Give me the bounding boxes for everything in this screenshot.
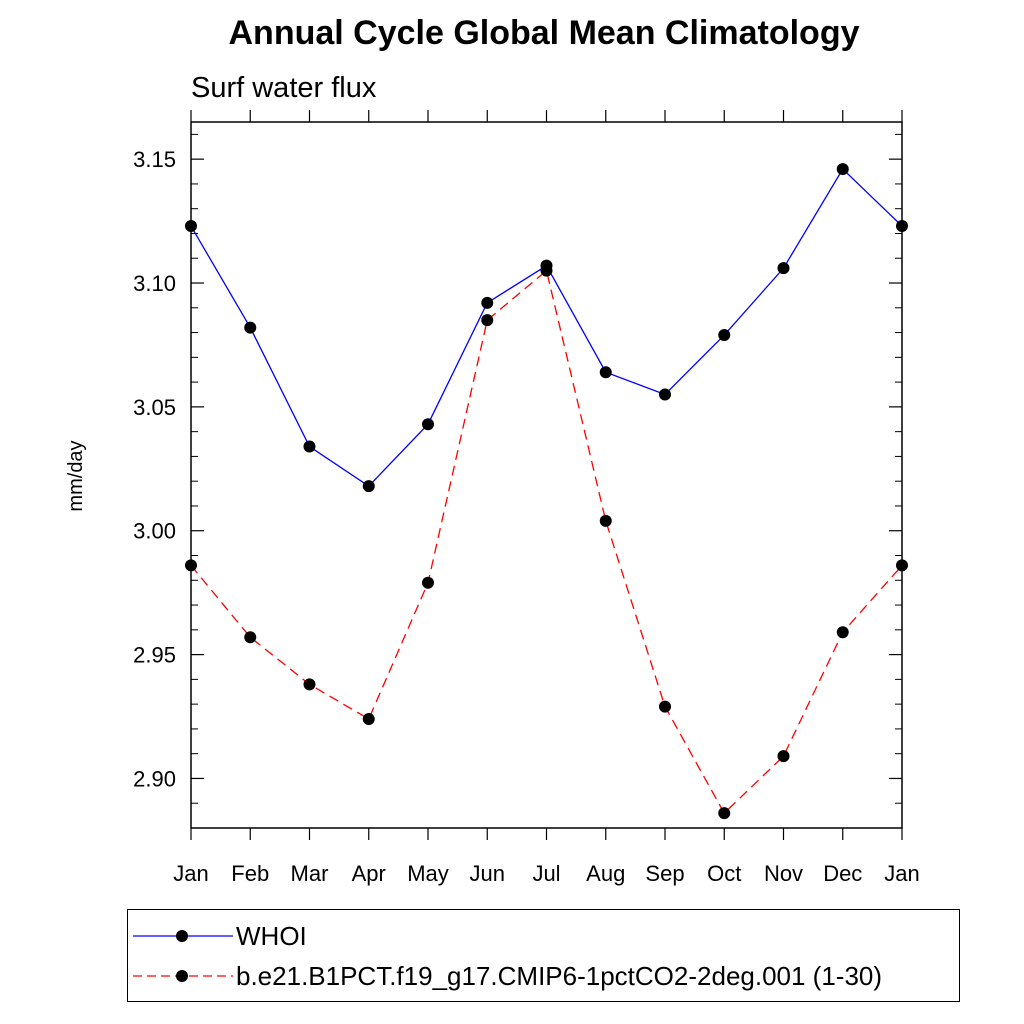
series-1-point	[481, 314, 494, 327]
series-0-point	[185, 220, 197, 233]
x-tick-label: Jan	[173, 861, 208, 886]
y-tick-label: 3.15	[133, 147, 176, 172]
series-1-point	[540, 264, 553, 277]
series-0-point	[718, 329, 731, 342]
series-1-point	[362, 713, 375, 726]
series-layer	[185, 163, 908, 820]
series-1-point	[659, 700, 671, 713]
x-tick-label: Jan	[884, 861, 919, 886]
series-0-point	[836, 163, 849, 176]
legend-item-model: b.e21.B1PCT.f19_g17.CMIP6-1pctCO2-2deg.0…	[128, 956, 959, 996]
series-1-point	[777, 750, 790, 763]
legend-swatch-whoi	[133, 930, 233, 942]
x-tick-label: May	[407, 861, 449, 886]
y-tick-label: 3.05	[133, 395, 176, 420]
series-1-point	[185, 559, 197, 572]
x-tick-label: Feb	[231, 861, 269, 886]
y-tick-label: 3.00	[133, 519, 176, 544]
series-0-point	[659, 388, 671, 401]
x-tick-label: Apr	[352, 861, 386, 886]
chart-subtitle: Surf water flux	[191, 72, 377, 104]
x-tick-label: Mar	[291, 861, 329, 886]
series-line-0	[190, 168, 903, 487]
series-1-point	[718, 807, 731, 820]
legend-item-whoi: WHOI	[128, 916, 959, 956]
x-tick-label: Jun	[470, 861, 505, 886]
x-tick-label: Dec	[823, 861, 862, 886]
legend-label-whoi: WHOI	[236, 921, 307, 951]
y-axis-label: mm/day	[65, 440, 87, 511]
legend: WHOI b.e21.B1PCT.f19_g17.CMIP6-1pctCO2-2…	[127, 909, 960, 1002]
y-tick-label: 2.90	[133, 766, 176, 791]
series-0-point	[777, 262, 790, 275]
series-0-point	[244, 321, 257, 334]
series-1-point	[422, 576, 434, 589]
x-tick-label: Aug	[586, 861, 625, 886]
y-tick-label: 3.10	[133, 271, 176, 296]
series-0-point	[481, 296, 494, 309]
series-1-point	[599, 514, 612, 527]
x-tick-label: Jul	[532, 861, 560, 886]
series-0-point	[599, 366, 612, 379]
series-0-point	[303, 440, 316, 453]
legend-label-model: b.e21.B1PCT.f19_g17.CMIP6-1pctCO2-2deg.0…	[236, 961, 883, 991]
tick-labels: 3.15 3.10 3.05 3.00 2.95 2.90 Jan Feb Mar Apr May J…	[133, 147, 920, 886]
series-line-1	[190, 269, 903, 815]
chart-title: Annual Cycle Global Mean Climatology	[228, 14, 860, 52]
plot-frame	[190, 121, 903, 829]
series-1-point	[836, 626, 849, 639]
x-tick-label: Oct	[707, 861, 741, 886]
series-1-point	[896, 559, 908, 572]
series-0-point	[362, 480, 375, 493]
legend-swatch-model	[133, 970, 233, 982]
series-1-point	[244, 631, 257, 644]
x-tick-label: Nov	[764, 861, 803, 886]
y-tick-label: 2.95	[133, 643, 176, 668]
series-0-point	[896, 220, 908, 233]
x-tick-label: Sep	[645, 861, 684, 886]
series-0-point	[422, 418, 434, 431]
series-1-point	[303, 678, 316, 691]
